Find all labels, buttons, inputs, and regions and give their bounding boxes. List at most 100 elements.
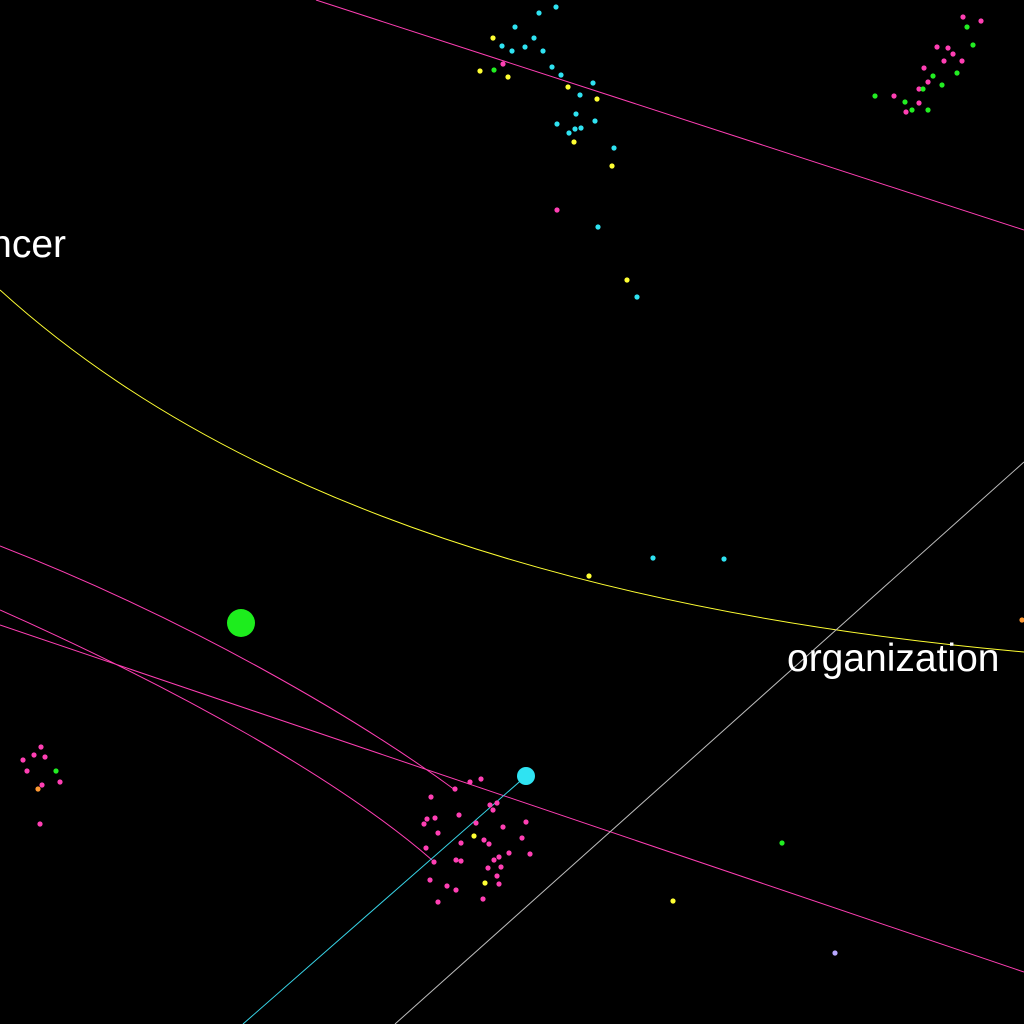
node-dot-pink xyxy=(31,752,37,758)
node-dot-pink xyxy=(467,779,473,785)
node-dot-pink xyxy=(37,821,43,827)
node-dot-cyan xyxy=(611,145,617,151)
edge-pink-upper xyxy=(0,545,456,791)
node-dot-cyan xyxy=(650,555,656,561)
node-dot-yellow xyxy=(490,35,496,41)
node-dot-pink xyxy=(506,850,512,856)
node-dot-pink xyxy=(934,44,940,50)
node-dot-cyan xyxy=(721,556,727,562)
node-dot-green xyxy=(930,73,936,79)
node-dot-pink xyxy=(57,779,63,785)
node-dot-cyan xyxy=(531,35,537,41)
node-dot-cyan xyxy=(573,111,579,117)
node-dot-pink xyxy=(458,840,464,846)
node-dot-green xyxy=(925,107,931,113)
hub-node-green xyxy=(227,609,255,637)
node-dot-pink xyxy=(491,857,497,863)
node-dot-pink xyxy=(916,86,922,92)
node-dot-cyan xyxy=(634,294,640,300)
node-dot-pink xyxy=(554,207,560,213)
node-dot-cyan xyxy=(595,224,601,230)
node-label-organization: organization xyxy=(787,637,1000,680)
node-dot-cyan xyxy=(553,4,559,10)
node-dot-pink xyxy=(959,58,965,64)
node-dot-green xyxy=(779,840,785,846)
node-dot-green xyxy=(872,93,878,99)
node-dot-pink xyxy=(490,807,496,813)
node-dot-pink xyxy=(427,877,433,883)
node-dot-orange xyxy=(35,786,41,792)
node-dot-pink xyxy=(978,18,984,24)
node-dot-pink xyxy=(24,768,30,774)
node-dot-pink xyxy=(891,93,897,99)
node-dot-yellow xyxy=(586,573,592,579)
node-dot-pink xyxy=(519,835,525,841)
node-dot-pink xyxy=(485,865,491,871)
node-dot-pink xyxy=(496,881,502,887)
node-dot-green xyxy=(964,24,970,30)
edge-top-pink xyxy=(315,0,1024,231)
node-dot-yellow xyxy=(609,163,615,169)
node-dot-green xyxy=(970,42,976,48)
node-dot-cyan xyxy=(549,64,555,70)
node-dot-pink xyxy=(458,858,464,864)
node-dot-pink xyxy=(424,816,430,822)
node-dot-green xyxy=(954,70,960,76)
node-dot-cyan xyxy=(558,72,564,78)
node-dot-pink xyxy=(496,854,502,860)
node-dot-pink xyxy=(435,899,441,905)
node-dot-pink xyxy=(452,786,458,792)
node-dot-pink xyxy=(941,58,947,64)
node-dot-pink xyxy=(500,824,506,830)
node-dot-pink xyxy=(453,857,459,863)
node-dot-cyan xyxy=(499,43,505,49)
node-dot-pink xyxy=(487,802,493,808)
node-dot-pink xyxy=(960,14,966,20)
node-dot-pink xyxy=(903,109,909,115)
node-dot-pink xyxy=(500,61,506,67)
node-dot-pink xyxy=(527,851,533,857)
node-dot-cyan xyxy=(536,10,542,16)
edge-pink-middle xyxy=(0,609,433,861)
node-dot-pink xyxy=(523,819,529,825)
node-dot-pink xyxy=(494,873,500,879)
node-dot-pink xyxy=(428,794,434,800)
node-dot-green xyxy=(909,107,915,113)
node-dot-pink xyxy=(431,859,437,865)
hub-layer xyxy=(227,609,535,785)
node-dot-orange xyxy=(1019,617,1024,623)
node-dot-cyan xyxy=(577,92,583,98)
node-dot-yellow xyxy=(571,139,577,145)
node-dot-green xyxy=(920,86,926,92)
node-dot-pink xyxy=(478,776,484,782)
node-dot-cyan xyxy=(590,80,596,86)
node-dot-pink xyxy=(945,45,951,51)
edge-pink-long xyxy=(0,624,1024,973)
node-dot-pink xyxy=(42,754,48,760)
node-dot-pink xyxy=(453,887,459,893)
node-dot-pink xyxy=(39,782,45,788)
node-dot-yellow xyxy=(565,84,571,90)
node-dot-lavender xyxy=(832,950,838,956)
edge-cyan-hub xyxy=(242,775,527,1024)
node-dot-cyan xyxy=(554,121,560,127)
node-dot-pink xyxy=(950,51,956,57)
node-dot-green xyxy=(939,82,945,88)
node-dot-pink xyxy=(456,812,462,818)
node-dot-yellow xyxy=(670,898,676,904)
node-dot-pink xyxy=(481,837,487,843)
node-dot-pink xyxy=(921,65,927,71)
node-dot-cyan xyxy=(540,48,546,54)
node-dot-pink xyxy=(432,815,438,821)
node-layer xyxy=(20,4,1024,956)
node-dot-pink xyxy=(486,841,492,847)
node-dot-yellow xyxy=(505,74,511,80)
node-dot-green xyxy=(491,67,497,73)
edge-yellow-curve xyxy=(0,289,1024,653)
node-dot-pink xyxy=(473,820,479,826)
node-dot-green xyxy=(53,768,59,774)
node-dot-pink xyxy=(498,864,504,870)
